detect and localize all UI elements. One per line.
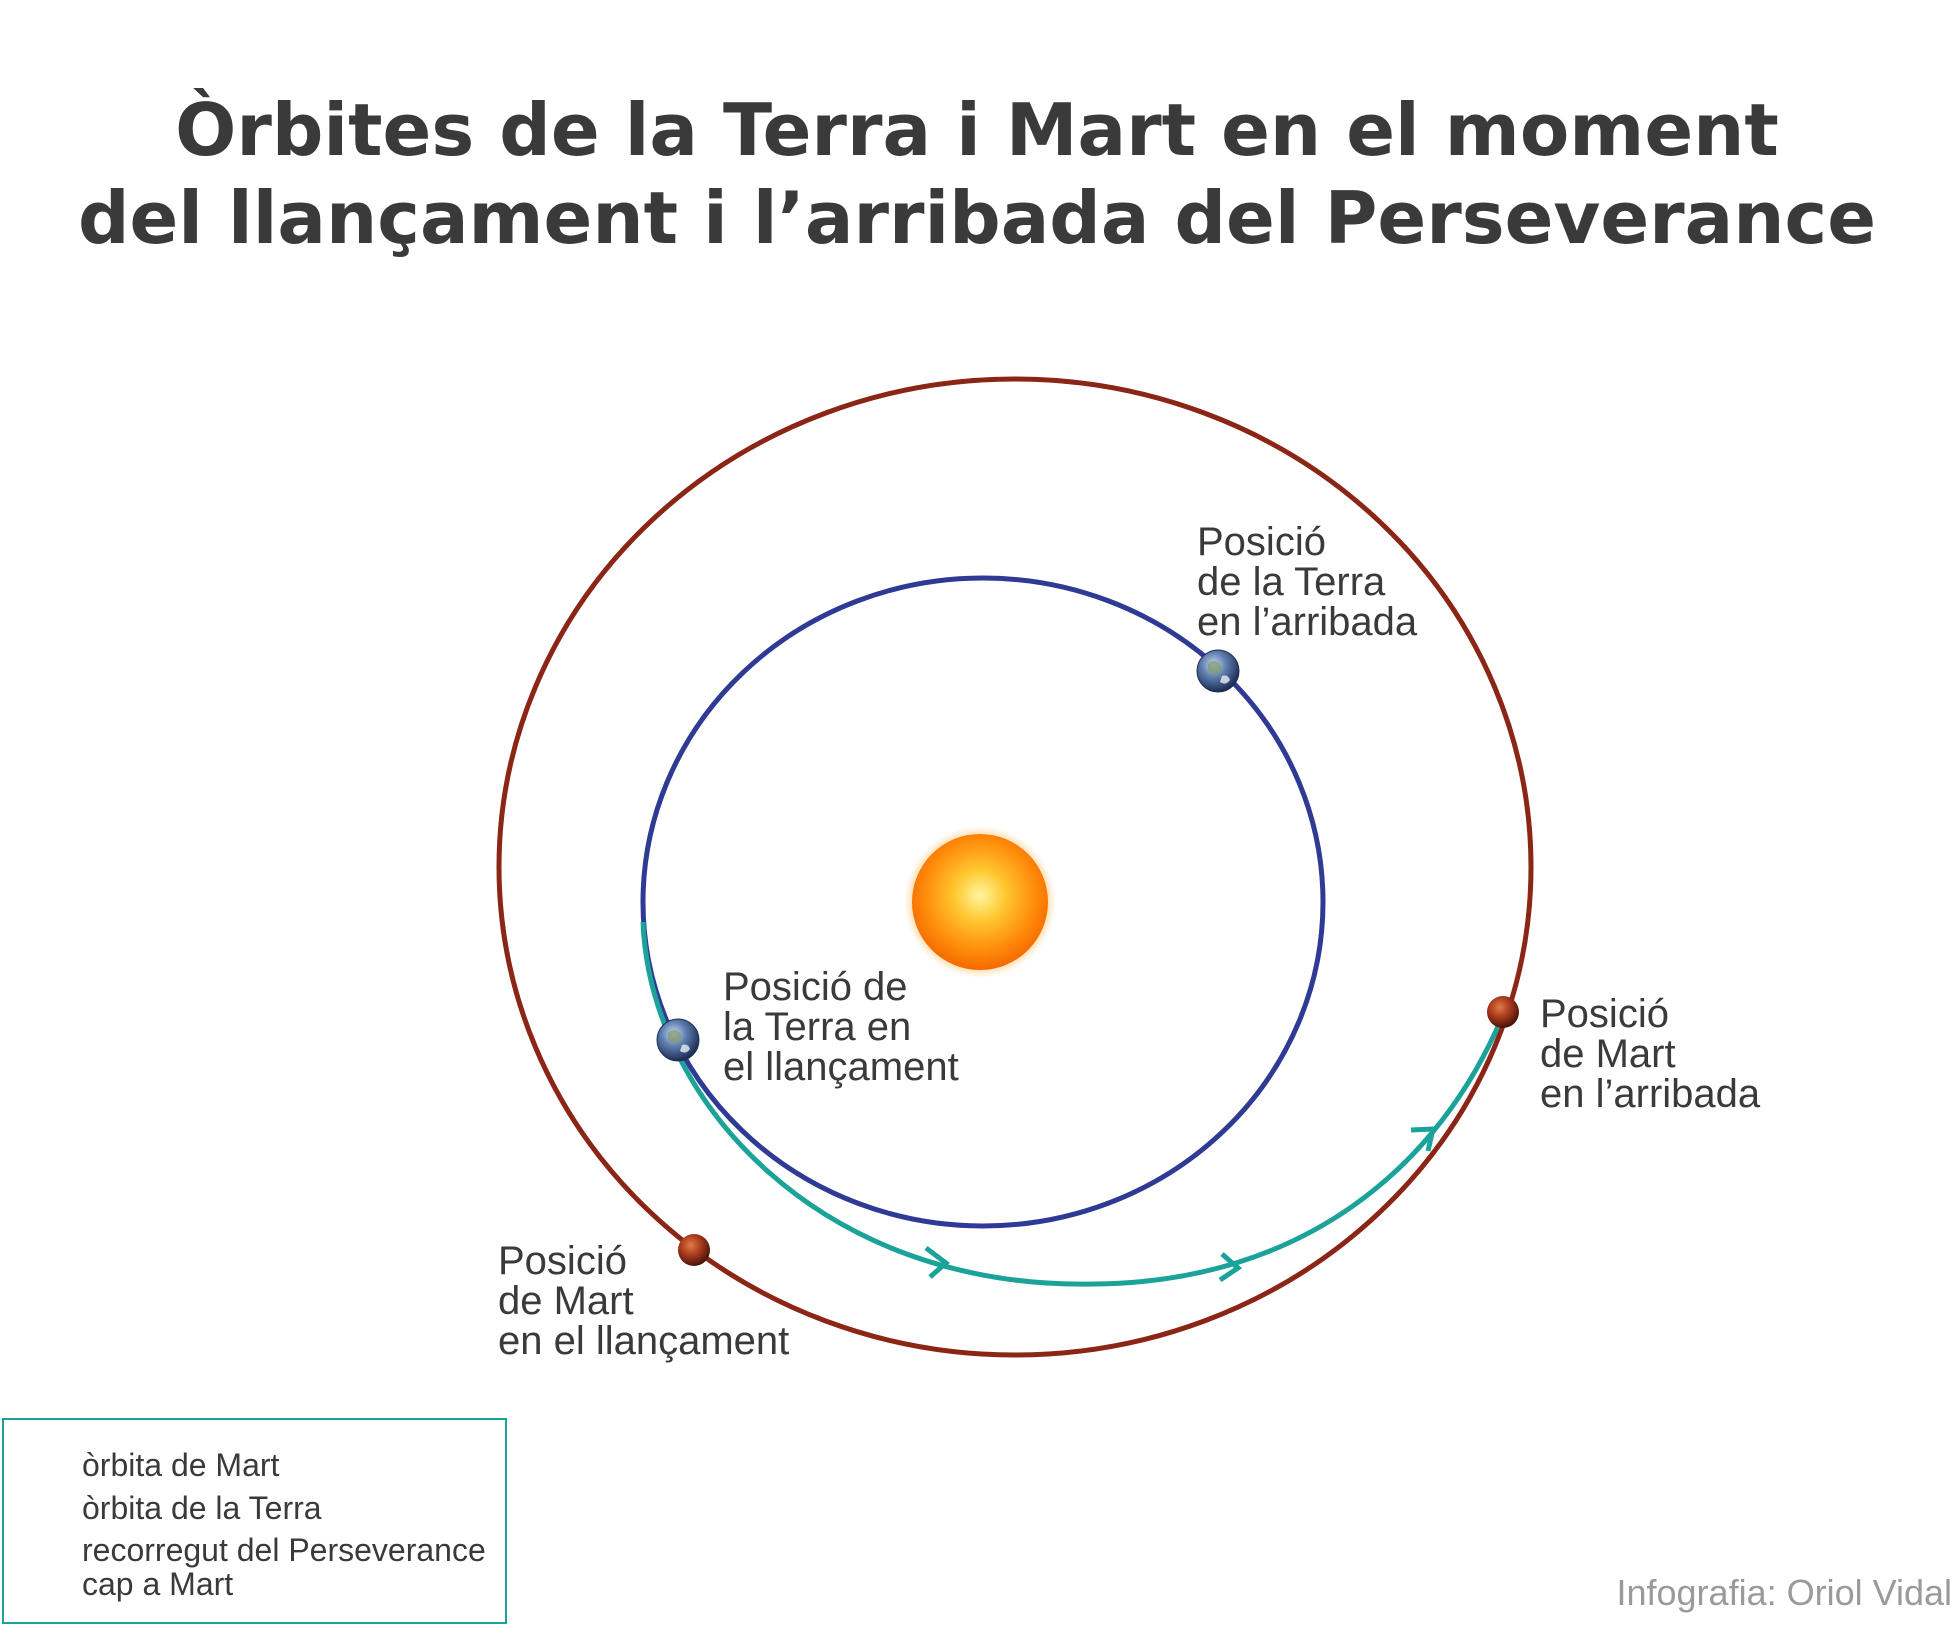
label-earth-launch-line-3: el llançament bbox=[723, 1045, 959, 1089]
label-mars-launch-line-3: en el llançament bbox=[498, 1319, 790, 1363]
trajectory-arrowhead-2 bbox=[1218, 1252, 1243, 1283]
earth-orbit bbox=[640, 575, 1326, 1229]
legend bbox=[2, 1418, 507, 1624]
label-mars-launch-line-1: Posició bbox=[498, 1239, 627, 1283]
title-line-1: Òrbites de la Terra i Mart en el moment bbox=[175, 88, 1779, 172]
label-earth-launch-line-2: la Terra en bbox=[723, 1005, 912, 1049]
perseverance-trajectory bbox=[640, 921, 1508, 1287]
label-earth-launch: Posició de la Terra en el llançament bbox=[723, 967, 959, 1087]
label-mars-launch: Posició de Mart en el llançament bbox=[498, 1241, 789, 1361]
legend-label-trajectory-line-1: recorregut del Perseverance bbox=[82, 1532, 486, 1568]
earth-icon bbox=[656, 1018, 700, 1062]
mars-orbit bbox=[496, 376, 1534, 1358]
label-mars-arrival-line-1: Posició bbox=[1540, 992, 1669, 1036]
label-earth-launch-line-1: Posició de bbox=[723, 965, 908, 1009]
label-earth-arrival-line-1: Posició bbox=[1197, 520, 1326, 564]
mars-icon bbox=[1487, 996, 1519, 1028]
title-line-2: del llançament i l’arribada del Persever… bbox=[77, 176, 1877, 260]
label-mars-arrival-line-2: de Mart bbox=[1540, 1032, 1676, 1076]
trajectory-arrowhead-1 bbox=[924, 1246, 950, 1279]
label-mars-arrival: Posició de Mart en l’arribada bbox=[1540, 994, 1760, 1114]
label-mars-arrival-line-3: en l’arribada bbox=[1540, 1072, 1761, 1116]
label-earth-arrival-line-3: en l’arribada bbox=[1197, 600, 1418, 644]
legend-label-earth-orbit: òrbita de la Terra bbox=[82, 1490, 322, 1526]
label-mars-launch-line-2: de Mart bbox=[498, 1279, 634, 1323]
mars-icon bbox=[678, 1234, 710, 1266]
sun-icon bbox=[904, 826, 1056, 978]
trajectory-arrowhead-3 bbox=[1410, 1126, 1437, 1152]
legend-label-trajectory-line-2: cap a Mart bbox=[82, 1566, 234, 1602]
credit: Infografia: Oriol Vidal bbox=[1616, 1572, 1952, 1613]
label-earth-arrival: Posició de la Terra en l’arribada bbox=[1197, 522, 1417, 642]
earth-icon bbox=[1196, 649, 1240, 693]
legend-label-mars-orbit: òrbita de Mart bbox=[82, 1447, 280, 1483]
label-earth-arrival-line-2: de la Terra bbox=[1197, 560, 1386, 604]
